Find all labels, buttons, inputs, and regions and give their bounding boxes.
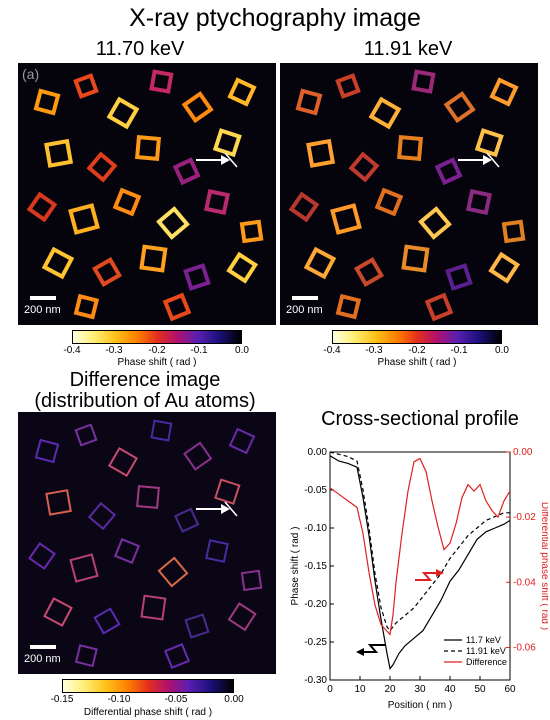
difference-title-line1: Difference image — [69, 369, 221, 391]
x-tick-label: 60 — [504, 684, 516, 695]
particles-difference — [28, 419, 263, 670]
colorbar-label-differential: Differential phase shift ( rad ) — [83, 707, 213, 718]
colorbar-ticks-left: -0.4 -0.3 -0.2 -0.1 0.0 — [63, 345, 249, 359]
series-lines — [329, 451, 511, 670]
particle-field-11-91 — [288, 69, 526, 322]
tick: -0.3 — [105, 345, 123, 356]
figure-title: X-ray ptychography image — [129, 4, 421, 32]
y-tick-label: -0.30 — [304, 675, 327, 686]
colorbar-label-right: Phase shift ( rad ) — [377, 357, 457, 368]
ptychography-image-11-91: 200 nm — [280, 63, 538, 325]
arrow-difference — [196, 501, 238, 517]
difference-title: Difference image (distribution of Au ato… — [0, 370, 290, 412]
scale-bar — [292, 296, 318, 300]
y2-ticks: 0.00 -0.02 -0.04 -0.06 — [506, 447, 536, 653]
y-tick-label: -0.05 — [304, 485, 327, 496]
tick: -0.05 — [164, 694, 188, 705]
colorbar-ticks-differential: -0.15 -0.10 -0.05 0.00 — [51, 694, 244, 708]
colorbar-phase-right — [332, 330, 502, 344]
arrow-left — [196, 152, 238, 168]
y-axis-label: Phase shift ( rad ) — [290, 527, 301, 606]
panel-letter-a: (a) — [22, 66, 40, 82]
tick: -0.4 — [323, 345, 341, 356]
x-tick-label: 10 — [354, 684, 366, 695]
tick: -0.3 — [365, 345, 383, 356]
scale-bar — [30, 296, 56, 300]
scale-bar-label: 200 nm — [24, 653, 61, 665]
x-ticks: 0 10 20 30 40 50 60 — [327, 676, 516, 695]
scale-bar-label: 200 nm — [24, 304, 61, 316]
y2-tick-label: 0.00 — [513, 447, 533, 458]
arrow-right — [458, 152, 500, 168]
x-tick-label: 0 — [327, 684, 333, 695]
colorbar-differential — [62, 679, 234, 693]
tick: -0.2 — [148, 345, 166, 356]
x-tick-label: 40 — [444, 684, 456, 695]
y-tick-label: -0.20 — [304, 599, 327, 610]
tick: -0.15 — [50, 694, 74, 705]
particles-left — [26, 69, 264, 322]
series-line-2 — [329, 451, 510, 632]
black-arrow-annotation — [356, 644, 385, 656]
x-axis-label: Position ( nm ) — [388, 700, 452, 710]
colorbar-phase-left — [72, 330, 242, 344]
legend: 11.7 keV 11.91 keV Difference — [444, 635, 507, 667]
x-tick-label: 20 — [384, 684, 396, 695]
scale-bar — [30, 645, 56, 649]
tick: -0.10 — [107, 694, 131, 705]
y2-tick-label: -0.04 — [513, 577, 536, 588]
tick: -0.4 — [63, 345, 81, 356]
tick: 0.0 — [235, 345, 249, 356]
scale-bar-label: 200 nm — [286, 304, 323, 316]
series-line-1 — [329, 455, 511, 670]
y2-axis-label: Differential phase shift ( rad ) — [539, 502, 548, 630]
colorbar-ticks-right: -0.4 -0.3 -0.2 -0.1 0.0 — [323, 345, 509, 359]
ptychography-image-11-70: (a) 200 nm — [18, 63, 276, 325]
difference-image: 200 nm — [18, 412, 276, 674]
y-tick-label: -0.25 — [304, 637, 327, 648]
y2-tick-label: -0.02 — [513, 512, 536, 523]
energy-label-right: 11.91 keV — [363, 38, 453, 60]
tick: 0.00 — [224, 694, 244, 705]
tick: -0.1 — [190, 345, 208, 356]
series-line-3 — [329, 457, 511, 636]
y-tick-label: 0.00 — [308, 447, 328, 458]
x-tick-label: 30 — [414, 684, 426, 695]
particle-field-11-70 — [26, 69, 264, 322]
chart-title: Cross-sectional profile — [321, 408, 519, 430]
legend-entry: 11.91 keV — [466, 646, 506, 656]
y-tick-label: -0.10 — [304, 523, 327, 534]
red-arrow-annotation — [415, 569, 444, 581]
legend-entry: Difference — [466, 657, 507, 667]
difference-particle-field — [28, 419, 263, 670]
energy-label-left: 11.70 keV — [95, 38, 185, 60]
tick: 0.0 — [495, 345, 509, 356]
colorbar-label-left: Phase shift ( rad ) — [117, 357, 197, 368]
tick: -0.2 — [408, 345, 426, 356]
cross-section-chart: 0 10 20 30 40 50 60 0.00 -0.05 -0.10 -0.15 -0.20 -0… — [290, 447, 548, 710]
difference-title-line2: (distribution of Au atoms) — [34, 390, 256, 412]
legend-entry: 11.7 keV — [466, 635, 501, 645]
y-tick-label: -0.15 — [304, 561, 327, 572]
tick: -0.1 — [450, 345, 468, 356]
particles-right — [288, 69, 526, 322]
x-tick-label: 50 — [474, 684, 486, 695]
y2-tick-label: -0.06 — [513, 642, 536, 653]
